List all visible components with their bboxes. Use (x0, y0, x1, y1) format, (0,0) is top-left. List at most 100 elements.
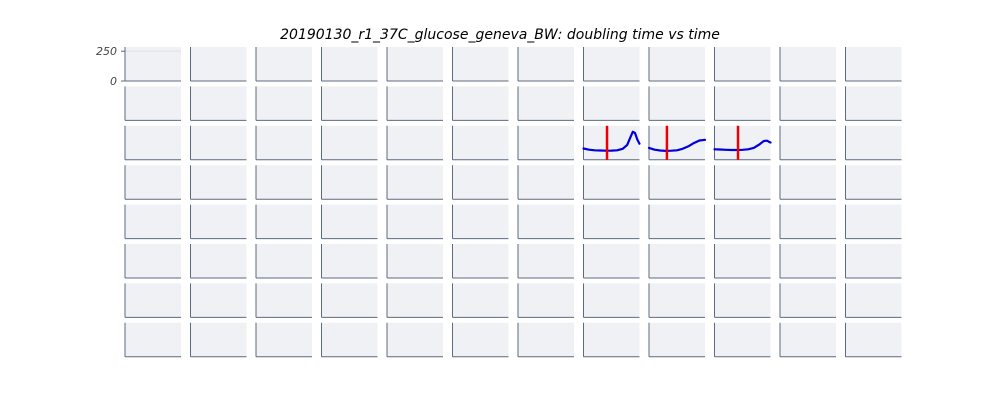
subplot-panel (255, 165, 312, 200)
panel-background (125, 204, 181, 239)
panel-background (387, 47, 443, 81)
subplot-panel (714, 244, 771, 279)
panel-background (125, 283, 181, 318)
panel-background (714, 204, 771, 239)
subplot-panel (845, 86, 902, 121)
panel-background (321, 165, 378, 200)
panel-background (780, 244, 836, 278)
subplot-panel (190, 86, 247, 121)
subplot-panel (190, 244, 247, 279)
panel-background (780, 86, 836, 121)
panel-background (321, 283, 378, 318)
panel-background (845, 165, 902, 200)
subplot-panel (583, 322, 640, 358)
subplot-panel (124, 204, 181, 240)
subplot-panel (124, 47, 181, 82)
doubling-time-line (647, 138, 707, 152)
panel-background (387, 283, 443, 318)
subplot-panel (714, 204, 771, 240)
panel-background (518, 86, 574, 121)
subplot-panel (517, 86, 574, 121)
subplot-panel (779, 244, 836, 279)
subplot-panel (845, 165, 902, 200)
subplot-panel (321, 283, 378, 318)
subplot-panel (190, 125, 247, 161)
panel-background (256, 165, 312, 200)
subplot-panel (321, 86, 378, 121)
subplot-panel (452, 244, 509, 279)
subplot-panel (124, 86, 181, 121)
subplot-panel (714, 322, 771, 358)
panel-background (321, 86, 378, 121)
panel-background (714, 244, 771, 278)
panel-background (452, 283, 509, 318)
panel-background (518, 204, 574, 239)
subplot-panel (583, 86, 640, 121)
subplot-panel (452, 322, 509, 358)
panel-background (845, 244, 902, 278)
subplot-panel (779, 283, 836, 318)
panel-background (321, 322, 378, 357)
subplot-panel (452, 283, 509, 318)
panel-background (583, 204, 640, 239)
subplot-panel (714, 283, 771, 318)
subplot-panel (583, 47, 640, 82)
panel-background (256, 244, 312, 278)
subplot-panel (583, 283, 640, 318)
subplot-panel (386, 165, 443, 200)
panel-background (125, 244, 181, 278)
panel-background (780, 165, 836, 200)
subplot-panel (452, 204, 509, 240)
subplot-panel (190, 165, 247, 200)
panel-background (845, 322, 902, 357)
subplot-panel (452, 86, 509, 121)
panel-background (845, 283, 902, 318)
panel-background (845, 125, 902, 160)
subplot-panel (648, 165, 705, 200)
panel-background (518, 47, 574, 81)
subplot-panel (845, 283, 902, 318)
panel-background (518, 322, 574, 357)
subplot-panel (779, 86, 836, 121)
subplot-panel (714, 165, 771, 200)
subplot-panel (517, 47, 574, 82)
subplot-panel (124, 125, 181, 161)
panel-background (845, 86, 902, 121)
subplot-panel (583, 165, 640, 200)
subplot-panel (255, 322, 312, 358)
subplot-panel (124, 165, 181, 200)
panel-background (190, 283, 247, 318)
panel-background (780, 283, 836, 318)
subplot-panel (386, 86, 443, 121)
subplot-panel (648, 47, 705, 82)
panel-background (845, 204, 902, 239)
subplot-panel (255, 204, 312, 240)
panel-background (321, 204, 378, 239)
subplot-panel (386, 283, 443, 318)
subplot-panel (648, 204, 705, 240)
panel-background (256, 283, 312, 318)
subplot-panel (714, 86, 771, 121)
panel-background (256, 204, 312, 239)
subplot-panel (321, 47, 378, 82)
subplot-panel (845, 47, 902, 82)
subplot-panel (517, 125, 574, 161)
panel-background (387, 86, 443, 121)
subplot-panel (190, 322, 247, 358)
subplot-panel (386, 47, 443, 82)
panel-background (256, 47, 312, 81)
panel-background (649, 283, 705, 318)
panel-background (387, 165, 443, 200)
panel-background (583, 86, 640, 121)
subplot-panel (517, 244, 574, 279)
subplot-panel (845, 244, 902, 279)
subplot-panel (583, 244, 640, 279)
subplot-panel (845, 125, 902, 161)
panel-background (125, 86, 181, 121)
panel-background (190, 86, 247, 121)
subplot-panel (648, 244, 705, 279)
panel-background (387, 125, 443, 160)
panel-background (780, 204, 836, 239)
panel-background (583, 322, 640, 357)
panel-background (387, 244, 443, 278)
